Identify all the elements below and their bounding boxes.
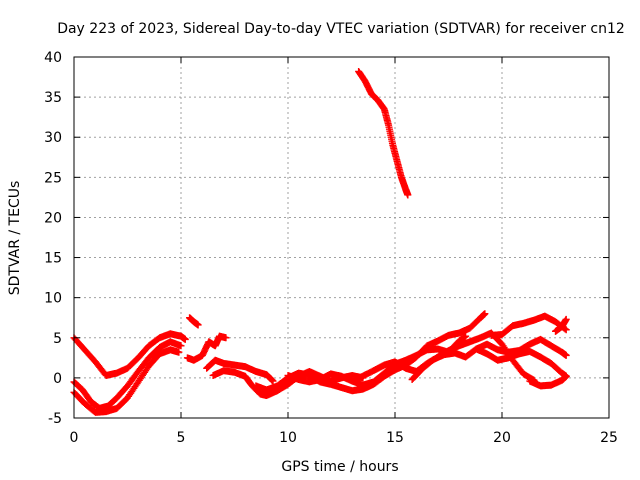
x-tick-label: 10 [279,430,297,446]
series-arc-n [526,372,570,390]
series-arc-e [186,314,202,329]
data-point [562,326,570,334]
data-point [562,372,570,380]
series-arc-f [203,356,277,385]
y-tick-label: 20 [44,210,62,226]
y-axis-label: SDTVAR / TECUs [7,181,23,296]
y-tick-label: 10 [44,291,62,307]
data-point [181,335,189,343]
series-arc-g [209,367,367,400]
y-tick-label: 30 [44,130,62,146]
plot-frame [73,56,610,419]
series-arc-k [408,335,570,383]
y-tick-label: 0 [53,371,62,387]
series-arc-m [487,312,570,339]
series-arc-d [183,332,230,364]
data-point [481,310,489,318]
data-point [562,315,570,323]
series-arc-a [70,330,189,379]
x-tick-label: 15 [386,430,404,446]
y-tick-labels: -5 0 5 10 15 20 25 30 35 40 [44,50,62,427]
data-point [269,377,277,385]
y-tick-label: -5 [48,411,62,427]
y-tick-label: 40 [44,50,62,66]
data-point [562,351,570,359]
data-point [175,348,183,356]
x-tick-label: 0 [70,430,79,446]
data-point [462,332,470,340]
data-point [222,334,230,342]
y-tick-label: 15 [44,251,62,267]
x-axis-label: GPS time / hours [281,459,398,475]
y-tick-label: 5 [53,331,62,347]
data-point [177,342,185,350]
y-tick-label: 35 [44,90,62,106]
data-points [70,67,570,416]
axis-ticks [73,56,610,419]
x-tick-label: 20 [493,430,511,446]
x-tick-labels: 0 5 10 15 20 25 [70,430,618,446]
series-arc-o [552,315,570,335]
data-point [404,191,412,199]
grid-lines [74,57,609,418]
y-tick-label: 25 [44,170,62,186]
series-arc-p [355,67,412,199]
chart-title: Day 223 of 2023, Sidereal Day-to-day VTE… [57,21,625,37]
x-tick-label: 5 [177,430,186,446]
data-point [194,321,202,329]
x-tick-label: 25 [600,430,618,446]
series-arc-c [70,346,183,416]
